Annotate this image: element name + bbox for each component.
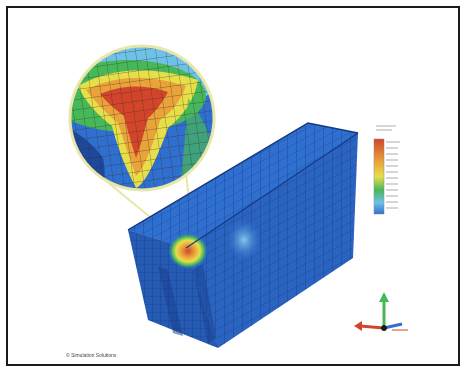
magnifier-ring: [68, 44, 216, 192]
fea-render: [68, 44, 408, 348]
axis-triad: [354, 292, 408, 331]
stress-hotspot: [168, 233, 208, 269]
color-legend: [373, 122, 400, 215]
magnified-inset: [68, 44, 216, 192]
image-frame: © Simulation Solutions: [6, 6, 460, 366]
structure-model: [127, 122, 359, 348]
copyright-caption: © Simulation Solutions: [66, 353, 117, 359]
